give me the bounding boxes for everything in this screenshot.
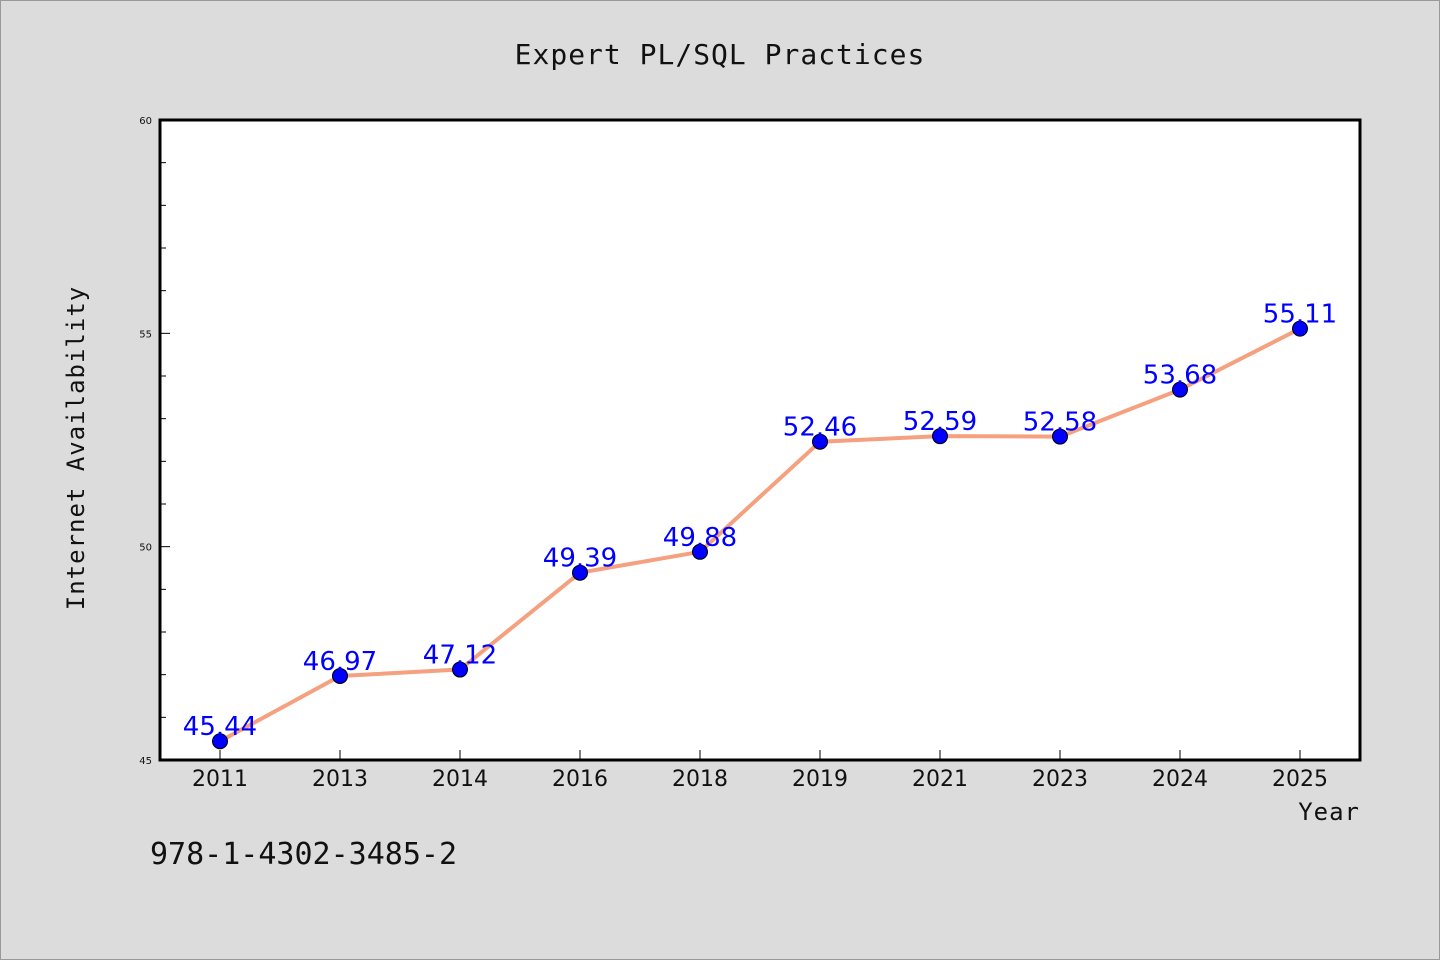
data-label: 49.39 <box>543 544 617 574</box>
data-label: 52.58 <box>1023 408 1097 438</box>
data-point <box>452 661 468 678</box>
data-label: 47.12 <box>423 641 497 671</box>
data-point <box>572 564 588 581</box>
data-point <box>932 428 948 445</box>
data-label: 52.59 <box>903 407 977 437</box>
series-line <box>218 326 1302 744</box>
y-axis-label: Internet Availability <box>62 286 90 610</box>
x-tick-label: 2019 <box>792 767 848 792</box>
chart-title: Expert PL/SQL Practices <box>515 38 926 71</box>
series-line-group <box>218 326 1302 744</box>
data-label: 53.68 <box>1143 361 1217 391</box>
x-tick-label: 2025 <box>1272 767 1328 792</box>
x-tick-label: 2011 <box>192 767 248 792</box>
data-label: 45.44 <box>183 712 257 742</box>
x-tick-label: 2014 <box>432 767 488 792</box>
x-tick-label: 2021 <box>912 767 968 792</box>
data-point <box>332 667 348 684</box>
y-tick-label: 50 <box>139 543 152 554</box>
x-axis: 2011 2013 2014 2016 2018 2019 2021 2023 2024 2025 <box>192 750 1328 792</box>
series-points-group <box>212 320 1308 750</box>
y-tick-label: 45 <box>139 756 152 767</box>
data-point <box>212 733 228 750</box>
data-point <box>1052 428 1068 445</box>
data-point <box>812 433 828 450</box>
data-point <box>692 543 708 560</box>
x-tick-label: 2023 <box>1032 767 1088 792</box>
data-label: 55.11 <box>1263 300 1337 330</box>
plot-area <box>158 118 1362 762</box>
x-tick-label: 2013 <box>312 767 368 792</box>
x-tick-label: 2024 <box>1152 767 1208 792</box>
isbn-text: 978-1-4302-3485-2 <box>150 837 457 872</box>
y-tick-label: 55 <box>139 329 152 340</box>
y-axis: 45 50 55 60 <box>139 116 170 767</box>
data-point <box>1292 320 1308 337</box>
x-tick-label: 2018 <box>672 767 728 792</box>
data-label: 52.46 <box>783 413 857 443</box>
data-label: 49.88 <box>663 523 737 553</box>
x-axis-label: Year <box>1298 798 1360 826</box>
data-labels-group: 45.44 46.97 47.12 49.39 49.88 52.46 52.59 52.58… <box>183 300 1337 743</box>
y-tick-label: 60 <box>139 116 152 127</box>
x-tick-label: 2016 <box>552 767 608 792</box>
data-label: 46.97 <box>303 647 377 677</box>
data-point <box>1172 381 1188 398</box>
